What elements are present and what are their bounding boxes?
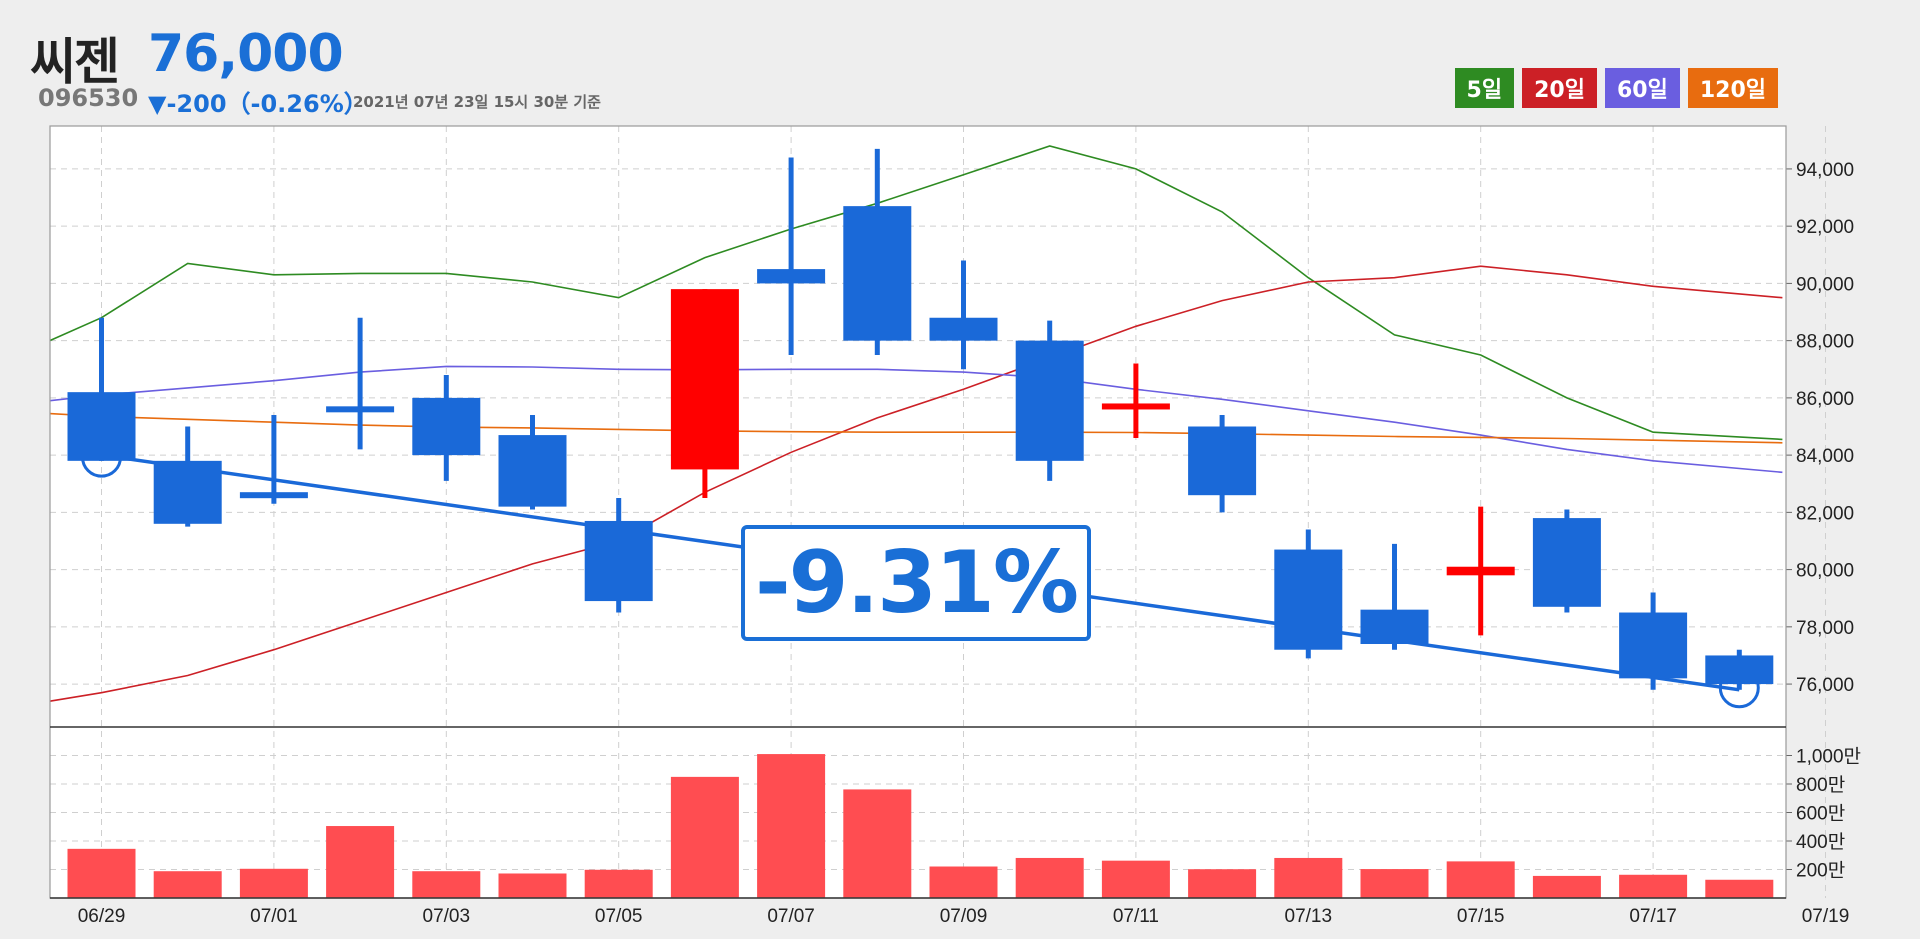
volume-bar [412,871,481,898]
price-tick-label: 90,000 [1796,274,1854,295]
volume-bar [584,869,653,898]
volume-tick-label: 400만 [1796,831,1845,853]
candle-body [1446,566,1515,576]
price-tick-label: 76,000 [1796,675,1854,696]
ma-line [49,265,1783,702]
x-tick-label: 07/13 [1285,906,1333,927]
price-tick-label: 80,000 [1796,561,1854,582]
volume-bar [1532,875,1601,898]
ma-line [49,365,1783,474]
ma-line [49,412,1783,444]
stock-header: 씨젠 76,000 096530 ▼-200（-0.26%） 2021년 07년… [30,22,750,118]
x-tick-label: 07/15 [1457,906,1505,927]
candle-body [843,206,912,341]
x-tick-label: 07/09 [940,906,988,927]
ma-legend: 5일 20일 60일 120일 [1454,68,1778,108]
x-tick-label: 06/29 [78,906,126,927]
candle-body [412,397,481,456]
x-tick-label: 07/01 [250,906,298,927]
x-tick-label: 07/05 [595,906,643,927]
x-tick-label: 07/11 [1113,906,1159,927]
price-tick-label: 94,000 [1796,160,1854,181]
current-price: 76,000 [148,24,344,84]
candle-body [1274,549,1343,650]
price-tick-label: 88,000 [1796,332,1854,353]
candle-body [326,406,395,413]
legend-ma20[interactable]: 20일 [1522,68,1597,108]
stock-name: 씨젠 [30,33,120,91]
volume-bar [498,873,567,898]
volume-bar [1360,869,1429,898]
x-tick-label: 07/17 [1629,906,1677,927]
volume-tick-label: 1,000만 [1796,746,1861,768]
volume-bar [843,789,912,898]
candle-body [929,317,998,341]
legend-ma5[interactable]: 5일 [1454,68,1515,108]
candle-body [1015,340,1084,461]
x-tick-label: 07/03 [423,906,471,927]
volume-bar [1274,857,1343,898]
volume-bar [326,826,395,898]
candle-body [1188,426,1257,496]
candle-body [670,289,739,470]
price-tick-label: 86,000 [1796,389,1854,410]
candle-body [1619,612,1688,679]
x-tick-label: 07/07 [767,906,815,927]
price-tick-label: 78,000 [1796,618,1854,639]
timestamp: 2021년 07년 23일 15시 30분 기준 [353,93,601,111]
volume-bar [670,776,739,898]
legend-ma120[interactable]: 120일 [1687,68,1778,108]
volume-tick-label: 600만 [1796,803,1845,825]
candle-body [153,460,222,524]
candle-body [67,392,136,461]
volume-bar [1015,857,1084,898]
volume-bar [1705,879,1774,898]
volume-bar [1446,861,1515,898]
volume-bar [929,866,998,898]
volume-bar [1101,860,1170,898]
candle-body [1532,518,1601,607]
legend-ma60[interactable]: 60일 [1604,68,1680,108]
volume-bar [757,754,826,898]
candle-body [1360,609,1429,645]
candle-body [1101,403,1170,410]
volume-bar [153,871,222,898]
candle-body [584,520,653,602]
candle-body [239,492,308,499]
candle-body [757,269,826,284]
change-annotation: -9.31% [741,525,1091,641]
volume-bar [67,848,136,898]
x-tick-label: 07/19 [1802,906,1850,927]
stock-code: 096530 [38,84,139,112]
candle-body [498,435,567,507]
price-tick-label: 84,000 [1796,446,1854,467]
volume-bar [239,868,308,898]
candle-body [1705,655,1774,685]
price-tick-label: 92,000 [1796,217,1854,238]
price-tick-label: 82,000 [1796,503,1854,524]
volume-bar [1619,874,1688,898]
volume-tick-label: 800만 [1796,774,1845,796]
volume-bar [1188,869,1257,898]
price-change: ▼-200（-0.26%） [148,90,368,118]
volume-tick-label: 200만 [1796,860,1845,882]
